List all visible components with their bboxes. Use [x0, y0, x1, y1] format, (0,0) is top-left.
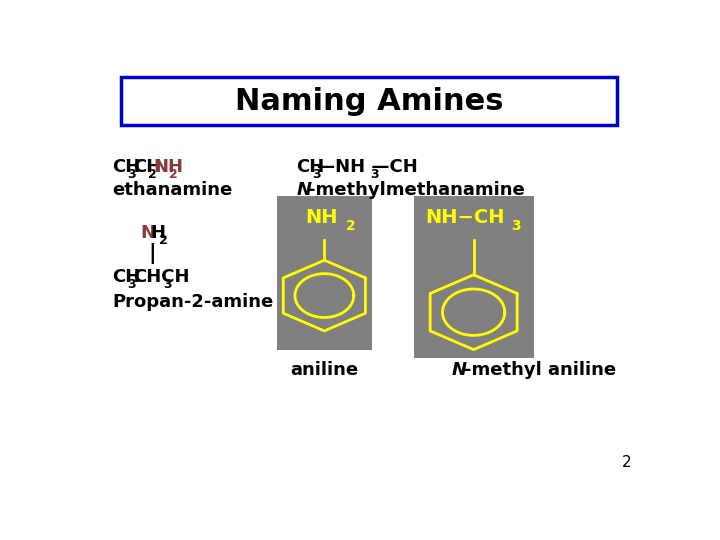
Text: NH: NH: [305, 208, 338, 227]
Text: ethanamine: ethanamine: [112, 180, 233, 199]
Text: 3: 3: [163, 278, 172, 291]
Text: CHCH: CHCH: [132, 268, 189, 286]
Text: NH: NH: [153, 158, 184, 176]
Text: 2: 2: [148, 167, 157, 181]
Text: N: N: [297, 180, 312, 199]
Text: 2: 2: [168, 167, 177, 181]
FancyBboxPatch shape: [121, 77, 617, 125]
Text: 2: 2: [621, 455, 631, 470]
Bar: [413, 196, 534, 358]
Text: -methyl aniline: -methyl aniline: [464, 361, 616, 380]
Text: N: N: [140, 224, 156, 242]
Text: 3: 3: [312, 167, 320, 181]
Bar: [277, 196, 372, 349]
Text: |: |: [148, 244, 156, 265]
Text: Propan-2-amine: Propan-2-amine: [112, 293, 274, 311]
Text: 3: 3: [370, 167, 379, 181]
Text: —NH —CH: —NH —CH: [317, 158, 418, 176]
Text: Naming Amines: Naming Amines: [235, 87, 503, 116]
Text: -methylmethanamine: -methylmethanamine: [307, 180, 524, 199]
Text: 3: 3: [510, 219, 521, 233]
Text: CH: CH: [297, 158, 325, 176]
Text: CH: CH: [112, 268, 140, 286]
Text: 2: 2: [158, 234, 167, 247]
Text: NH−CH: NH−CH: [426, 208, 505, 227]
Text: 2: 2: [346, 219, 356, 233]
Text: aniline: aniline: [290, 361, 359, 380]
Text: 3: 3: [127, 278, 136, 291]
Text: CH: CH: [132, 158, 161, 176]
Text: N: N: [451, 361, 467, 380]
Text: H: H: [150, 224, 166, 242]
Text: 3: 3: [127, 167, 136, 181]
Text: CH: CH: [112, 158, 140, 176]
